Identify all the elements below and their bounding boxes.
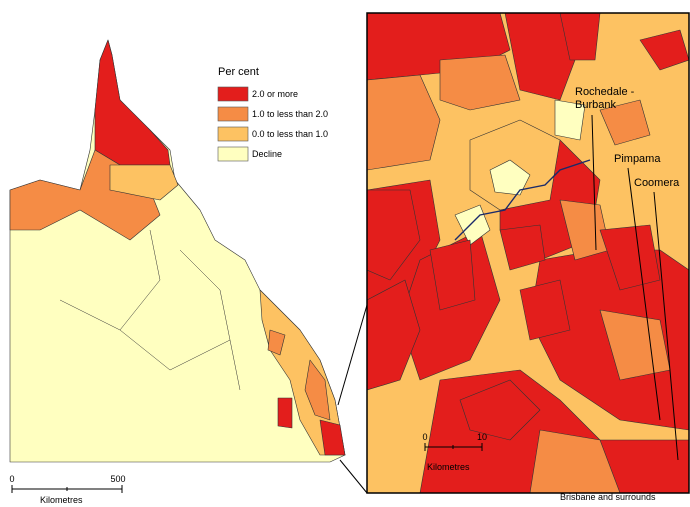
inset-scale: 0 10 Kilometres [422,432,487,472]
region [499,224,546,271]
place-label: Coomera [634,177,680,189]
place-label: Rochedale -Burbank [575,86,635,111]
region [277,397,293,429]
scale-label: 500 [110,474,125,484]
main-scale: 0 500 Kilometres [9,474,125,505]
region [429,239,476,311]
scale-label: 10 [477,432,487,442]
legend: Per cent 2.0 or more 1.0 to less than 2.0… [217,66,328,162]
region [439,54,521,111]
region [529,429,621,493]
leader-line [591,114,597,251]
region [109,164,179,201]
region [504,13,576,101]
label-line: Pimpama [614,153,661,165]
leader-line [627,167,661,421]
legend-title: Per cent [218,66,259,78]
legend-swatch [217,86,249,102]
region [319,419,346,456]
legend-label: 2.0 or more [252,89,298,99]
legend-items: 2.0 or more 1.0 to less than 2.0 0.0 to le… [217,86,328,162]
leader-line [337,304,368,406]
region [554,99,586,141]
region [599,99,651,146]
scale-label: 0 [9,474,14,484]
scale-bar [424,443,483,451]
region [367,279,421,391]
region [367,74,441,171]
scale-label: 0 [422,432,427,442]
region [489,159,531,196]
region [367,189,421,281]
legend-swatch [217,106,249,122]
scale-unit: Kilometres [427,462,470,472]
scale-bar [11,485,123,493]
river [454,159,591,241]
leader-line [339,459,368,494]
scale-unit: Kilometres [40,495,83,505]
region [459,379,541,441]
legend-label: Decline [252,149,282,159]
boundary [59,229,241,391]
inset-map [367,13,689,493]
label-line: Rochedale - [575,86,635,98]
region [519,279,571,341]
legend-swatch [217,146,249,162]
state-map [9,39,346,463]
leader-line [653,191,679,461]
label-line: Coomera [634,177,680,189]
inset-title: Brisbane and surrounds [560,492,656,502]
inset-frame [366,12,690,494]
region [94,39,171,166]
region [304,359,331,421]
region [639,29,689,71]
legend-swatch [217,126,249,142]
region [559,13,601,61]
legend-label: 1.0 to less than 2.0 [252,109,328,119]
legend-label: 0.0 to less than 1.0 [252,129,328,139]
label-line: Burbank [575,99,616,111]
place-label: Pimpama [614,153,661,165]
region [599,224,661,291]
region [267,329,286,356]
